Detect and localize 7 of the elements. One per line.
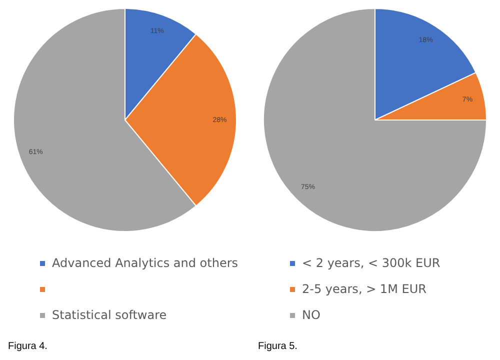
text: Figura 4. bbox=[8, 341, 48, 352]
legend-label: Statistical software bbox=[52, 308, 167, 322]
legend-label: 2-5 years, > 1M EUR bbox=[302, 282, 426, 296]
legend-label: NO bbox=[302, 308, 320, 322]
legend-label: Advanced Analytics and others bbox=[52, 256, 238, 270]
legend-label: < 2 years, < 300k EUR bbox=[302, 256, 440, 270]
text: Figura 5. bbox=[258, 341, 298, 352]
